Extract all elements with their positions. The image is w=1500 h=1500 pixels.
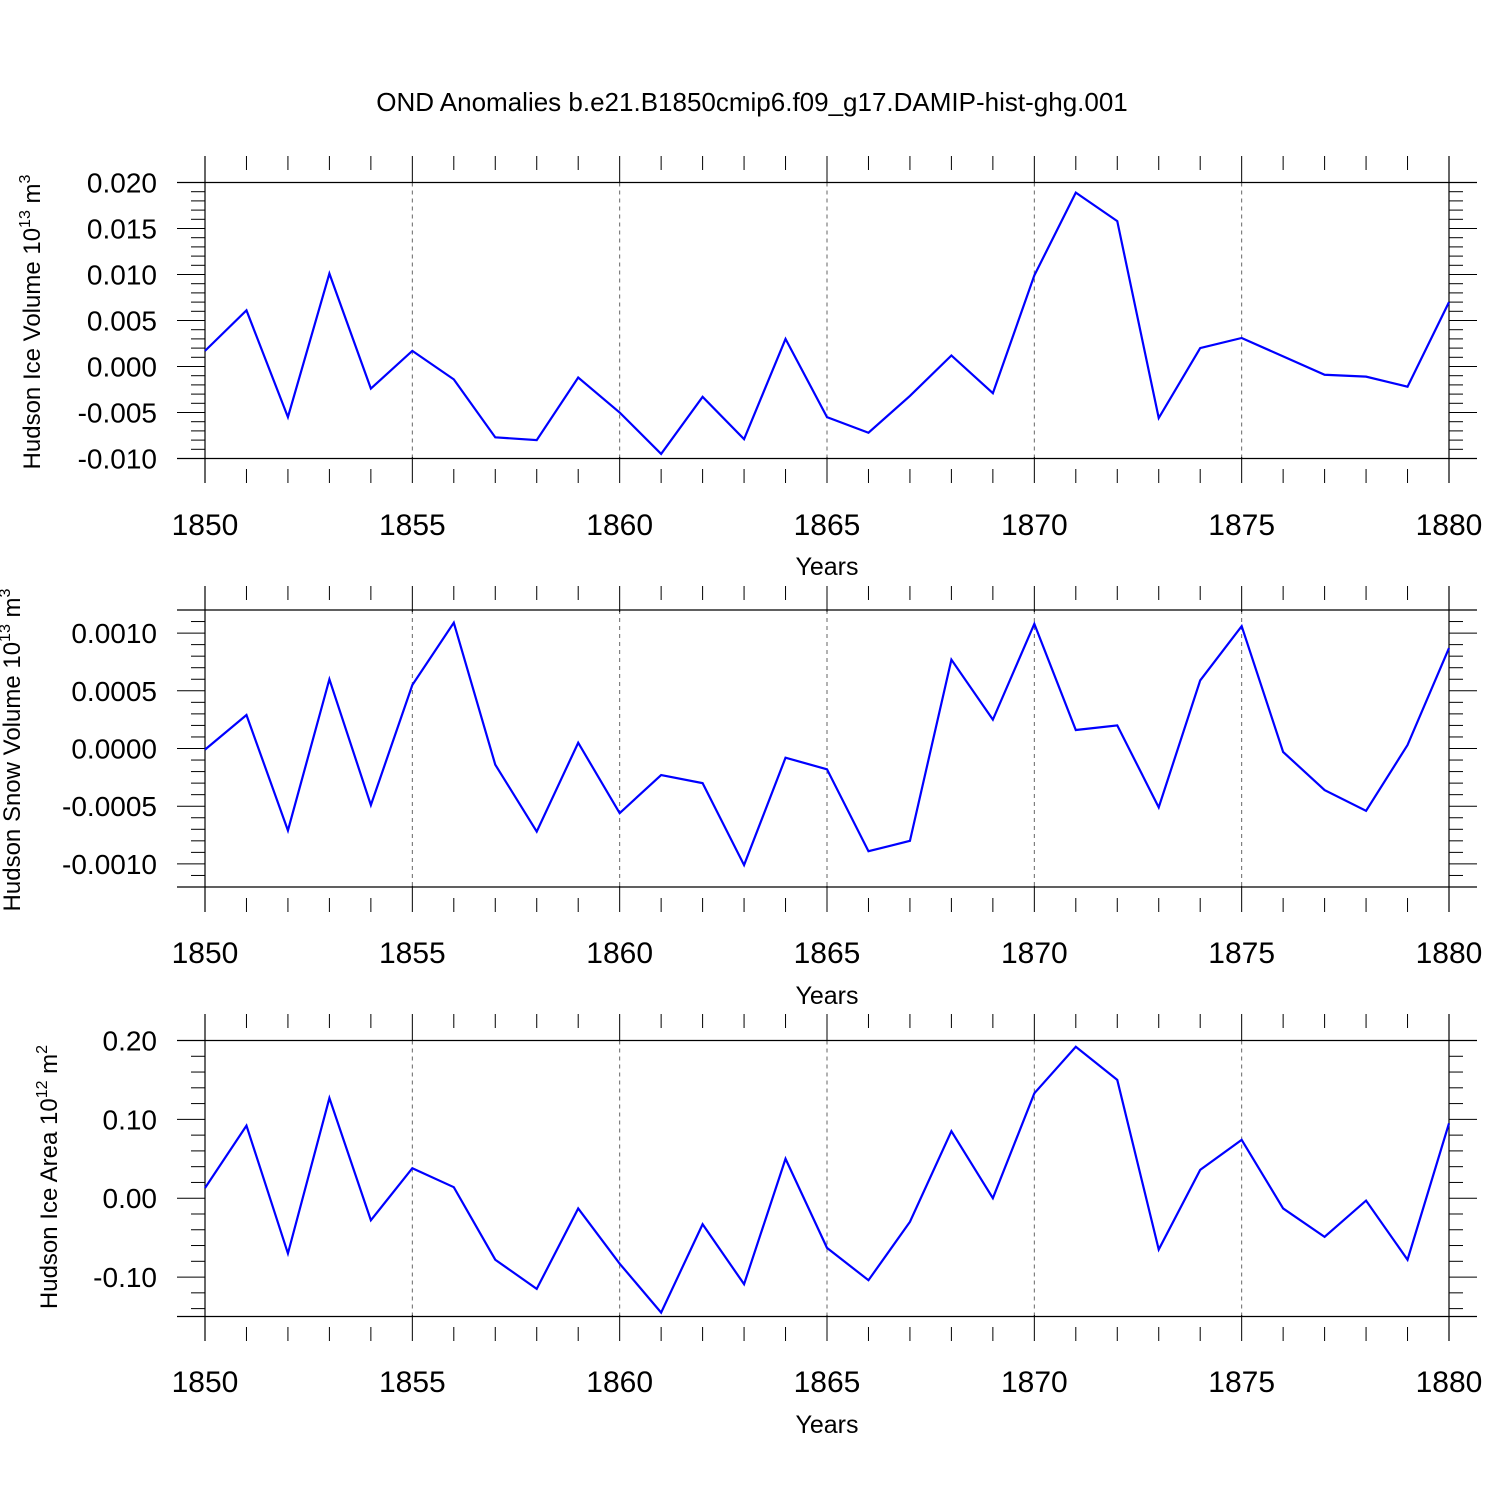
x-tick-label: 1880 <box>1416 1366 1483 1399</box>
x-tick-label: 1855 <box>379 509 446 542</box>
x-tick-label: 1880 <box>1416 937 1483 970</box>
series-line <box>204 620 1451 868</box>
y-tick-label: 0.010 <box>87 260 157 291</box>
x-tick-label: 1870 <box>1001 1366 1068 1399</box>
x-axis-label: Years <box>795 1411 858 1439</box>
y-tick-label: 0.0005 <box>71 676 157 707</box>
y-tick-label: 0.10 <box>103 1104 158 1135</box>
y-tick-label: -0.0010 <box>62 849 157 880</box>
x-tick-label: 1860 <box>586 1366 653 1399</box>
y-tick-label: 0.0000 <box>71 734 157 765</box>
x-axis-label: Years <box>795 982 858 1010</box>
x-tick-label: 1850 <box>172 1366 239 1399</box>
y-tick-label: 0.0010 <box>71 618 157 649</box>
x-tick-label: 1875 <box>1208 509 1275 542</box>
panel-3: 0.20 0.10 0.00 -0.10 1850 1855 1860 1865 1870 187… <box>34 1014 1482 1439</box>
panel-2: 0.0010 0.0005 0.0000 -0.0005 -0.0010 1850 1855… <box>0 586 1482 1010</box>
y-tick-label: 0.005 <box>87 306 157 337</box>
panel-1: 0.020 0.015 0.010 0.005 0.000 -0.005 -0.010 185… <box>17 156 1482 581</box>
y-tick-label: -0.10 <box>93 1262 157 1293</box>
series-line <box>204 1045 1451 1315</box>
x-tick-label: 1850 <box>172 509 239 542</box>
x-tick-label: 1860 <box>586 509 653 542</box>
series-line <box>204 190 1450 456</box>
x-tick-label: 1870 <box>1001 509 1068 542</box>
y-tick-label: -0.005 <box>78 398 157 429</box>
panels: 0.020 0.015 0.010 0.005 0.000 -0.005 -0.010 185… <box>0 156 1482 1439</box>
x-tick-label: 1855 <box>379 1366 446 1399</box>
x-tick-label: 1865 <box>794 937 861 970</box>
y-tick-label: -0.010 <box>78 444 157 475</box>
x-tick-label: 1860 <box>586 937 653 970</box>
x-tick-label: 1865 <box>794 1366 861 1399</box>
y-axis-label: Hudson Ice Area 1012 m2 <box>34 1045 63 1309</box>
y-tick-label: 0.000 <box>87 352 157 383</box>
y-tick-label: 0.00 <box>103 1183 158 1214</box>
y-axis-label: Hudson Ice Volume 1013 m3 <box>17 174 46 469</box>
x-tick-label: 1855 <box>379 937 446 970</box>
x-tick-label: 1880 <box>1416 509 1483 542</box>
x-tick-label: 1870 <box>1001 937 1068 970</box>
y-axis-label: Hudson Snow Volume 1013 m3 <box>0 588 26 911</box>
y-tick-label: -0.0005 <box>62 791 157 822</box>
y-tick-label: 0.20 <box>103 1026 158 1057</box>
x-tick-label: 1850 <box>172 937 239 970</box>
x-tick-label: 1875 <box>1208 937 1275 970</box>
y-tick-label: 0.020 <box>87 168 157 199</box>
figure-title: OND Anomalies b.e21.B1850cmip6.f09_g17.D… <box>376 87 1128 117</box>
x-axis-label: Years <box>795 553 858 581</box>
y-tick-label: 0.015 <box>87 214 157 245</box>
x-tick-label: 1875 <box>1208 1366 1275 1399</box>
x-tick-label: 1865 <box>794 509 861 542</box>
